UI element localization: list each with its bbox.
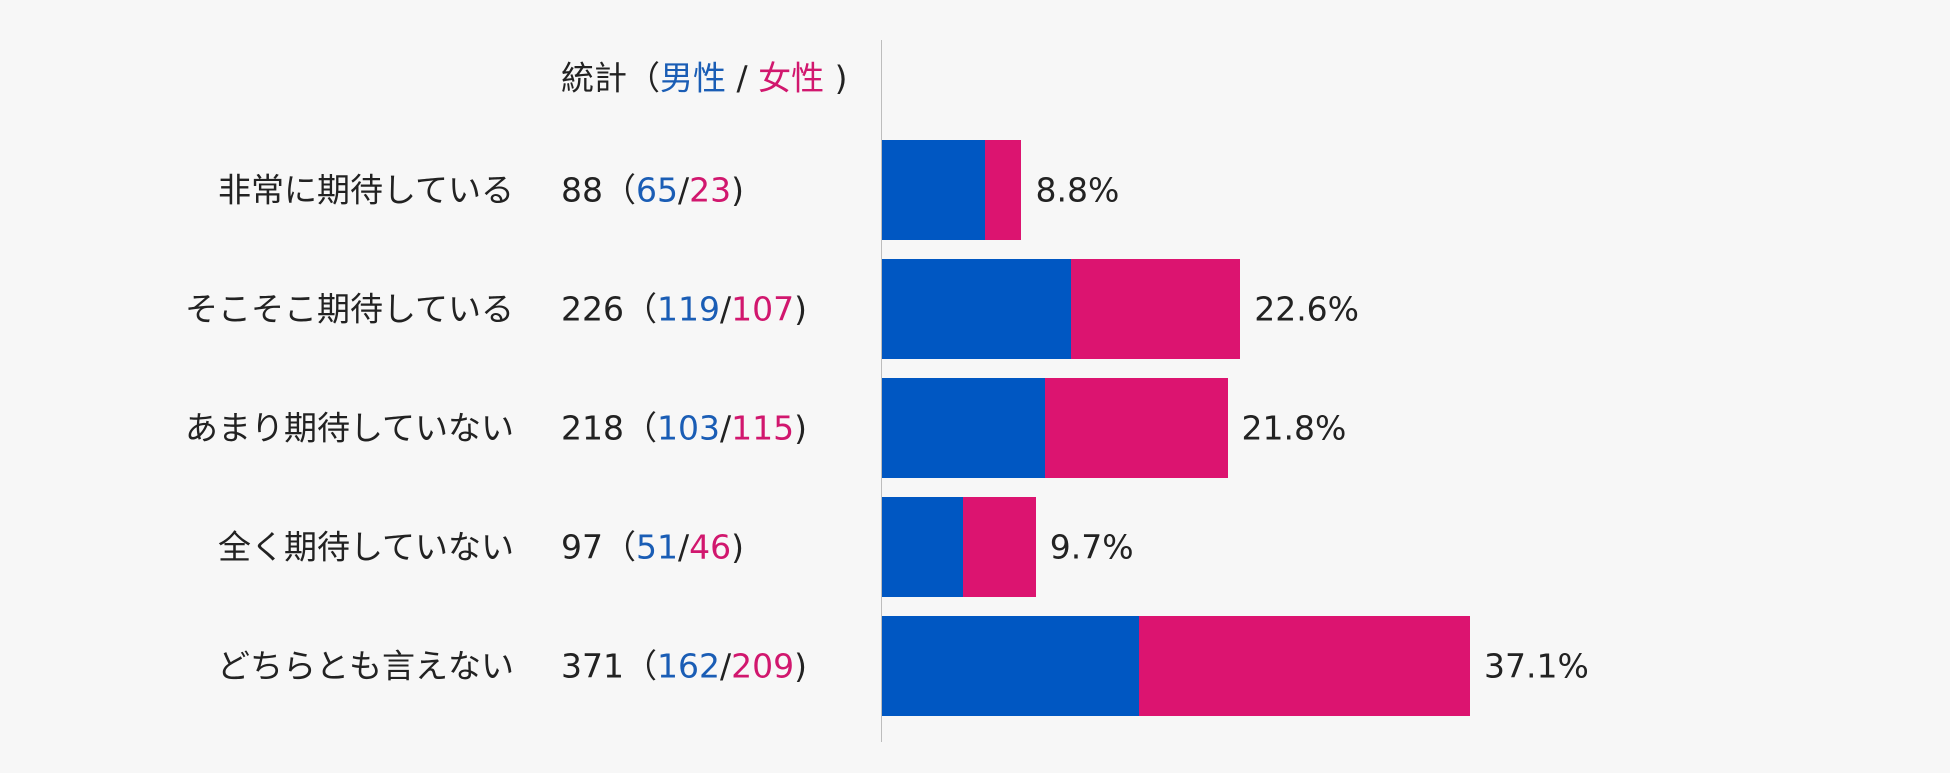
male-count: 65 — [636, 170, 678, 210]
header-separator: / — [726, 58, 759, 98]
female-count: 46 — [689, 527, 732, 567]
total-value: 371（ — [561, 646, 657, 686]
category-label: そこそこ期待している — [184, 289, 514, 329]
male-count: 119 — [657, 289, 720, 329]
header-close: ) — [824, 58, 848, 98]
category-label: どちらとも言えない — [217, 646, 514, 686]
total-value: 97（ — [561, 527, 636, 567]
axis-line — [881, 40, 882, 742]
percent-label: 8.8% — [1035, 170, 1120, 210]
female-count: 115 — [731, 408, 795, 448]
bar-male — [882, 140, 986, 240]
female-count: 23 — [689, 170, 732, 210]
bar-female — [985, 140, 1022, 240]
bar-female — [1070, 259, 1241, 359]
bar-male — [882, 497, 963, 597]
bar-male — [882, 616, 1139, 716]
category-label: あまり期待していない — [184, 408, 514, 448]
stat-value: 226（119/107) — [561, 293, 807, 326]
percent-label: 37.1% — [1484, 646, 1589, 686]
bar-female — [1045, 378, 1228, 478]
count-separator: / — [720, 289, 732, 329]
female-count: 107 — [731, 289, 795, 329]
percent-label: 22.6% — [1254, 289, 1360, 329]
stat-header: 統計（男性 / 女性 ) — [561, 62, 847, 95]
female-count: 209 — [731, 646, 795, 686]
bar-female — [962, 497, 1036, 597]
stat-value: 88（65/23) — [561, 174, 744, 207]
percent-label: 9.7% — [1049, 527, 1134, 567]
percent-label: 21.8% — [1241, 408, 1347, 448]
count-separator: / — [678, 170, 690, 210]
total-value: 226（ — [561, 289, 657, 329]
female-header-label: 女性 — [758, 58, 825, 98]
category-label: 非常に期待している — [217, 170, 514, 210]
stat-value: 218（103/115) — [561, 412, 807, 445]
count-close: ) — [794, 289, 807, 329]
count-separator: / — [720, 646, 732, 686]
stat-header-label: 統計（ — [561, 58, 660, 98]
count-separator: / — [720, 408, 732, 448]
count-close: ) — [731, 527, 744, 567]
stat-value: 371（162/209) — [561, 650, 807, 683]
total-value: 88（ — [561, 170, 636, 210]
male-count: 103 — [657, 408, 720, 448]
category-label: 全く期待していない — [217, 527, 514, 567]
bar-male — [882, 378, 1046, 478]
count-close: ) — [731, 170, 744, 210]
male-count: 162 — [657, 646, 720, 686]
total-value: 218（ — [561, 408, 657, 448]
male-header-label: 男性 — [660, 58, 726, 98]
count-separator: / — [678, 527, 690, 567]
count-close: ) — [794, 646, 807, 686]
male-count: 51 — [636, 527, 678, 567]
count-close: ) — [794, 408, 807, 448]
stat-value: 97（51/46) — [561, 531, 744, 564]
bar-male — [882, 259, 1071, 359]
bar-female — [1138, 616, 1471, 716]
